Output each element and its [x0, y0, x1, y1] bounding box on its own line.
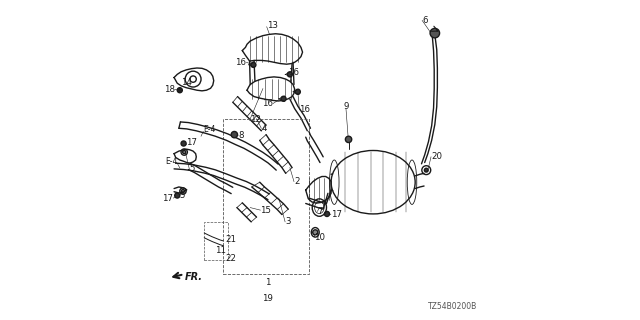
Circle shape — [295, 89, 300, 94]
Text: 20: 20 — [431, 152, 442, 161]
Text: 3: 3 — [285, 217, 291, 226]
Circle shape — [281, 96, 286, 101]
Circle shape — [324, 212, 330, 216]
Circle shape — [175, 193, 180, 198]
Text: 18: 18 — [164, 85, 175, 94]
Text: 12: 12 — [250, 115, 260, 124]
Text: FR.: FR. — [185, 272, 203, 282]
Circle shape — [313, 230, 318, 235]
Circle shape — [430, 28, 440, 38]
Circle shape — [346, 136, 352, 142]
Bar — [223, 119, 309, 274]
Circle shape — [424, 168, 428, 172]
Text: 1: 1 — [265, 278, 271, 287]
Text: E-4: E-4 — [204, 125, 216, 134]
Text: 21: 21 — [225, 236, 236, 244]
Text: 9: 9 — [343, 102, 349, 111]
Text: E-4: E-4 — [165, 157, 177, 166]
Circle shape — [251, 62, 256, 68]
Text: 22: 22 — [225, 254, 236, 263]
Text: 6: 6 — [422, 16, 428, 25]
Text: 2: 2 — [294, 177, 300, 186]
Circle shape — [287, 72, 292, 77]
Circle shape — [231, 132, 237, 138]
Text: TZ54B0200B: TZ54B0200B — [428, 302, 477, 311]
Text: 5: 5 — [180, 191, 186, 200]
Text: 5: 5 — [189, 164, 195, 173]
Text: 8: 8 — [238, 131, 244, 140]
Text: 14: 14 — [181, 78, 192, 87]
Text: 11: 11 — [214, 246, 226, 255]
Text: 16: 16 — [300, 105, 310, 114]
Text: 17: 17 — [163, 194, 173, 203]
Text: 17: 17 — [331, 210, 342, 219]
Circle shape — [181, 189, 184, 193]
Text: 16: 16 — [288, 68, 300, 77]
Circle shape — [177, 88, 182, 93]
Text: 16: 16 — [262, 99, 273, 108]
Circle shape — [182, 150, 186, 154]
Circle shape — [181, 141, 186, 146]
Bar — [204, 222, 228, 260]
Text: 17: 17 — [186, 138, 197, 147]
Text: 4: 4 — [261, 124, 267, 133]
Text: 16: 16 — [236, 58, 246, 67]
Text: 13: 13 — [267, 21, 278, 30]
Text: 15: 15 — [260, 206, 271, 215]
Text: 7: 7 — [317, 207, 323, 216]
Text: 10: 10 — [314, 233, 325, 242]
Text: 19: 19 — [262, 294, 273, 303]
